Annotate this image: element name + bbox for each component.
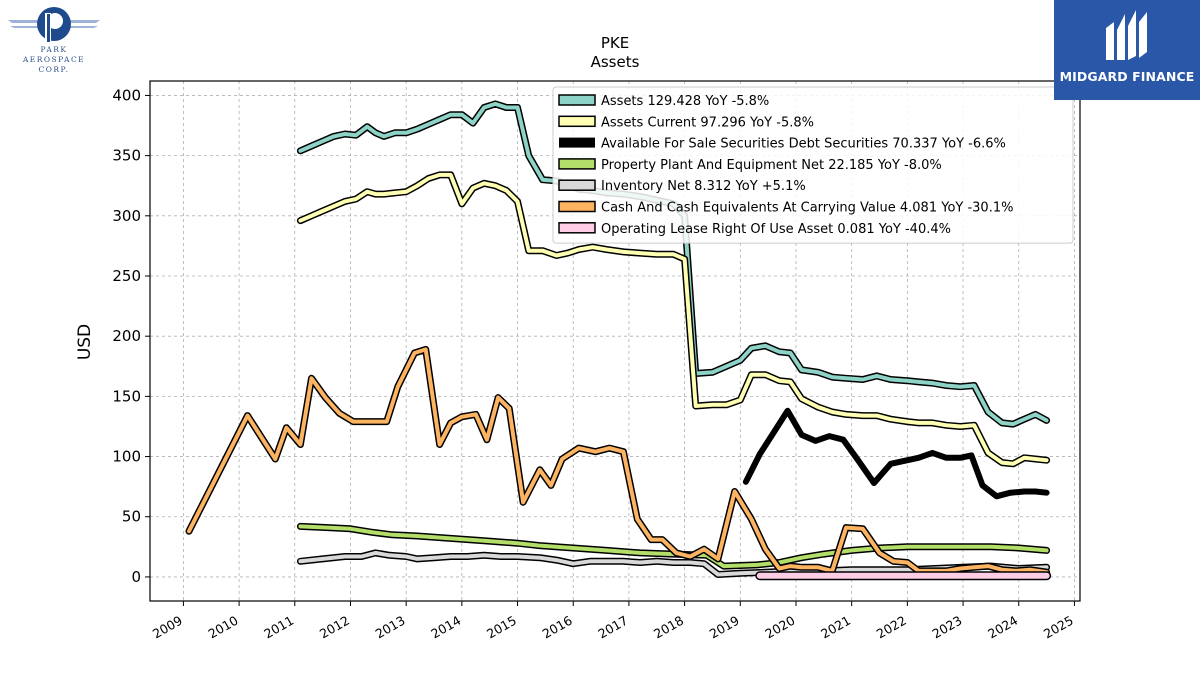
- y-tick-label: 350: [112, 147, 141, 165]
- plot-frame: [149, 80, 1081, 602]
- x-tick-label: 2025: [1041, 613, 1076, 642]
- series-line-inventory-net: [298, 550, 1049, 577]
- legend: Assets 129.428 YoY -5.8% Assets Current 9…: [552, 86, 1074, 244]
- legend-box: [552, 86, 1074, 244]
- park-logo-line-1: PARK: [40, 45, 68, 54]
- x-tick-label: 2012: [317, 613, 352, 642]
- legend-swatch: [558, 158, 596, 170]
- x-tick-label: 2022: [874, 613, 909, 642]
- y-tick-label: 0: [131, 568, 141, 586]
- park-logo-mark: [8, 7, 100, 43]
- chart-subtitle: Assets: [591, 53, 640, 71]
- legend-entry: Assets 129.428 YoY -5.8%: [601, 94, 769, 109]
- y-tick-label: 200: [112, 327, 141, 345]
- x-tick-label: 2010: [206, 613, 241, 642]
- x-tick-label: 2009: [150, 613, 185, 642]
- x-tick-label: 2011: [261, 613, 296, 642]
- x-tick-label: 2013: [373, 613, 408, 642]
- x-tick-label: 2017: [595, 613, 630, 642]
- y-tick-label: 250: [112, 267, 141, 285]
- legend-entry: Operating Lease Right Of Use Asset 0.081…: [601, 222, 951, 237]
- brand-name: MIDGARD FINANCE: [1059, 69, 1195, 84]
- park-logo-line-3: CORP.: [38, 65, 70, 74]
- legend-swatch: [558, 115, 596, 128]
- chart-title: PKE: [601, 34, 629, 52]
- series-line-assets-current: [298, 172, 1049, 466]
- y-tick-label: 150: [112, 387, 141, 405]
- series-line-available-for-sale-securities-debt-securities: [742, 407, 1050, 500]
- park-logo-line-2: AEROSPACE: [22, 55, 86, 64]
- legend-entry: Available For Sale Securities Debt Secur…: [601, 137, 1006, 152]
- y-axis-label: USD: [75, 324, 95, 360]
- series-available-for-sale-securities-debt-securities: [742, 407, 1050, 500]
- y-tick-label: 300: [112, 207, 141, 225]
- x-tick-label: 2019: [707, 613, 742, 642]
- legend-swatch: [558, 200, 596, 213]
- series-cash-and-cash-equivalents-at-carrying-value: [185, 345, 1051, 576]
- legend-entry: Cash And Cash Equivalents At Carrying Va…: [601, 201, 1013, 216]
- x-tick-label: 2018: [651, 613, 686, 642]
- legend-swatch: [559, 137, 595, 148]
- legend-entry: Assets Current 97.296 YoY -5.8%: [601, 115, 814, 130]
- x-tick-label: 2014: [428, 613, 463, 642]
- legend-swatch: [558, 179, 596, 191]
- legend-entry: Inventory Net 8.312 YoY +5.1%: [601, 179, 806, 194]
- legend-entry: Property Plant And Equipment Net 22.185 …: [601, 158, 942, 173]
- legend-swatch: [558, 222, 596, 234]
- x-tick-label: 2015: [484, 613, 519, 642]
- series-inventory-net: [296, 549, 1051, 578]
- y-tick-label: 400: [112, 86, 141, 104]
- park-aerospace-logo: [4, 4, 104, 76]
- series-line-cash-and-cash-equivalents-at-carrying-value: [187, 347, 1049, 575]
- legend-swatch: [558, 94, 596, 106]
- midgard-logo-mark: [1106, 10, 1147, 60]
- y-tick-label: 50: [122, 508, 141, 526]
- x-tick-label: 2021: [818, 613, 853, 642]
- y-tick-label: 100: [112, 448, 141, 466]
- x-tick-label: 2016: [540, 613, 575, 642]
- x-tick-label: 2023: [930, 613, 965, 642]
- x-tick-label: 2020: [762, 613, 797, 642]
- x-tick-label: 2024: [985, 613, 1020, 642]
- series-assets-current: [296, 171, 1051, 468]
- midgard-finance-logo: MIDGARD FINANCE: [1054, 0, 1200, 100]
